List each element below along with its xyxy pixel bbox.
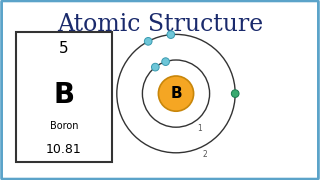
Circle shape — [231, 90, 239, 97]
Circle shape — [144, 37, 152, 45]
Bar — [16, 32, 112, 162]
Circle shape — [167, 31, 175, 39]
Text: B: B — [53, 81, 75, 109]
Text: 1: 1 — [197, 124, 202, 133]
Circle shape — [158, 76, 194, 111]
Text: B: B — [170, 86, 182, 101]
Circle shape — [151, 63, 159, 71]
Text: 5: 5 — [59, 41, 69, 56]
Text: Boron: Boron — [50, 121, 78, 131]
Text: Atomic Structure: Atomic Structure — [57, 13, 263, 36]
Text: 10.81: 10.81 — [46, 143, 82, 156]
Circle shape — [162, 58, 170, 66]
Text: 2: 2 — [203, 150, 207, 159]
